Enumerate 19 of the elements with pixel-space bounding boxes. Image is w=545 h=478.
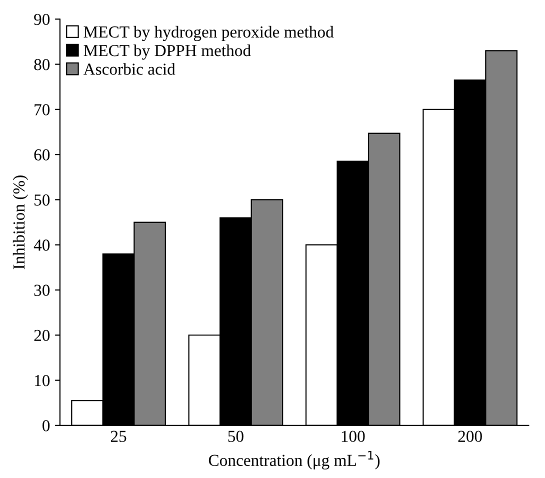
y-tick-label: 20 <box>34 330 50 342</box>
x-tick-label: 25 <box>110 430 126 442</box>
y-tick-label: 80 <box>34 58 50 70</box>
y-tick-label: 70 <box>34 104 50 116</box>
x-axis-title: Concentration (μg mL$^{−1}$) <box>208 450 380 470</box>
y-tick-label: 50 <box>34 194 50 206</box>
y-tick-label: 60 <box>34 149 50 160</box>
y-tick-label: 40 <box>34 240 50 251</box>
legend-label: Ascorbic acid <box>83 63 176 75</box>
legend-label: MECT by DPPH method <box>84 44 251 60</box>
x-tick-label: 100 <box>342 430 365 442</box>
x-tick-label: 50 <box>228 430 244 442</box>
x-tick-label: 200 <box>458 430 482 442</box>
y-axis-title: Inhibition (%) <box>12 176 28 270</box>
y-tick-label: 90 <box>34 14 50 26</box>
y-tick-label: 10 <box>35 374 50 386</box>
y-tick-label: 0 <box>42 420 50 432</box>
y-tick-label: 30 <box>34 284 50 296</box>
legend-label: MECT by hydrogen peroxide method <box>84 26 334 42</box>
